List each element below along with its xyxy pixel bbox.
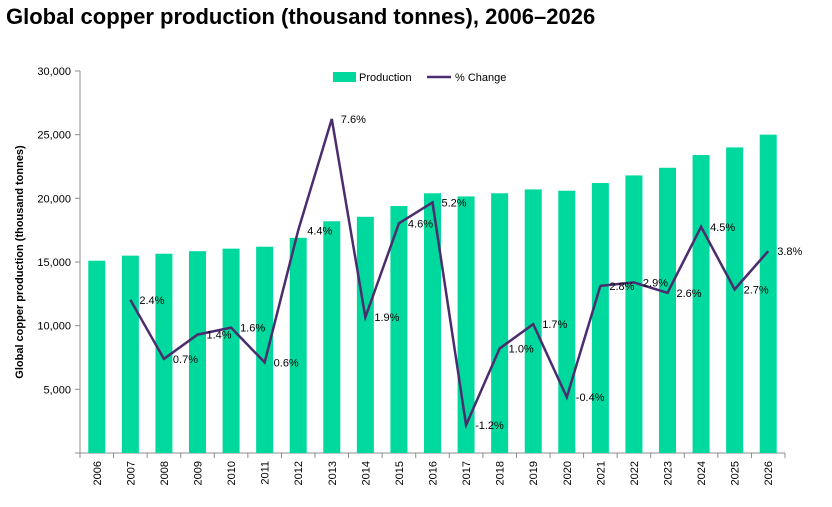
data-label: 3.8% — [777, 246, 802, 258]
bar — [659, 167, 676, 454]
bar — [424, 193, 441, 454]
chart-title: Global copper production (thousand tonne… — [6, 4, 596, 29]
y-tick-label: 10,000 — [37, 321, 71, 333]
bar — [88, 260, 106, 453]
x-tick-label: 2006 — [92, 461, 104, 485]
bar — [121, 255, 139, 453]
bar — [356, 216, 374, 453]
data-label: 4.5% — [710, 222, 735, 234]
x-tick-label: 2026 — [763, 461, 775, 485]
data-label: 2.9% — [643, 277, 668, 289]
legend-swatch-production — [333, 72, 356, 82]
y-tick-label: 5,000 — [43, 384, 71, 396]
x-tick-label: 2021 — [595, 461, 607, 485]
x-tick-label: 2016 — [428, 461, 440, 485]
x-tick-label: 2010 — [226, 461, 238, 485]
bar — [222, 248, 240, 453]
bar — [256, 246, 274, 453]
x-tick-label: 2008 — [159, 461, 171, 485]
bar — [155, 253, 173, 453]
data-label: 1.0% — [509, 344, 534, 356]
data-label: 4.6% — [408, 218, 433, 230]
data-label: 2.7% — [744, 284, 769, 296]
x-tick-label: 2009 — [193, 461, 205, 485]
x-tick-label: 2007 — [125, 461, 137, 485]
data-label: 1.7% — [542, 319, 567, 331]
bar — [625, 175, 643, 453]
data-label: 1.6% — [240, 323, 265, 335]
x-tick-label: 2014 — [360, 461, 372, 485]
data-label: 0.7% — [173, 354, 198, 366]
legend-label-production: Production — [359, 72, 412, 84]
x-tick-label: 2012 — [293, 461, 305, 485]
bar — [390, 205, 408, 453]
x-tick-label: 2018 — [495, 461, 507, 485]
data-label: 2.6% — [677, 288, 702, 300]
data-label: 2.4% — [139, 295, 164, 307]
data-label: -0.4% — [576, 392, 605, 404]
x-tick-label: 2024 — [696, 461, 708, 485]
x-tick-label: 2020 — [562, 461, 574, 485]
x-tick-label: 2015 — [394, 461, 406, 485]
legend-label-change: % Change — [455, 72, 506, 84]
data-label: 1.9% — [374, 312, 399, 324]
x-tick-label: 2017 — [461, 461, 473, 485]
data-label: 2.8% — [609, 281, 634, 293]
bar — [591, 183, 609, 453]
data-label: -1.2% — [475, 420, 504, 432]
y-tick-label: 25,000 — [37, 130, 71, 142]
data-label: 4.4% — [307, 225, 332, 237]
x-tick-label: 2022 — [629, 461, 641, 485]
bar — [323, 221, 341, 453]
bar — [759, 134, 777, 453]
y-tick-label: 30,000 — [37, 66, 71, 78]
x-tick-label: 2013 — [327, 461, 339, 485]
x-tick-label: 2011 — [260, 461, 272, 485]
data-label: 5.2% — [442, 197, 467, 209]
x-tick-label: 2023 — [663, 461, 675, 485]
x-tick-label: 2019 — [528, 461, 540, 485]
data-label: 1.4% — [207, 330, 232, 342]
bar — [524, 189, 542, 454]
x-tick-label: 2025 — [730, 461, 742, 485]
bar — [692, 155, 710, 454]
series-line — [129, 118, 770, 430]
y-tick-label: 15,000 — [37, 257, 71, 269]
data-label: 7.6% — [341, 114, 366, 126]
bar — [289, 237, 307, 453]
bar — [726, 147, 744, 453]
bar — [491, 193, 509, 454]
y-tick-label: 20,000 — [37, 193, 71, 205]
y-axis-label: Global copper production (thousand tonne… — [14, 145, 26, 379]
bar — [189, 251, 206, 453]
data-label: 0.6% — [274, 357, 299, 369]
